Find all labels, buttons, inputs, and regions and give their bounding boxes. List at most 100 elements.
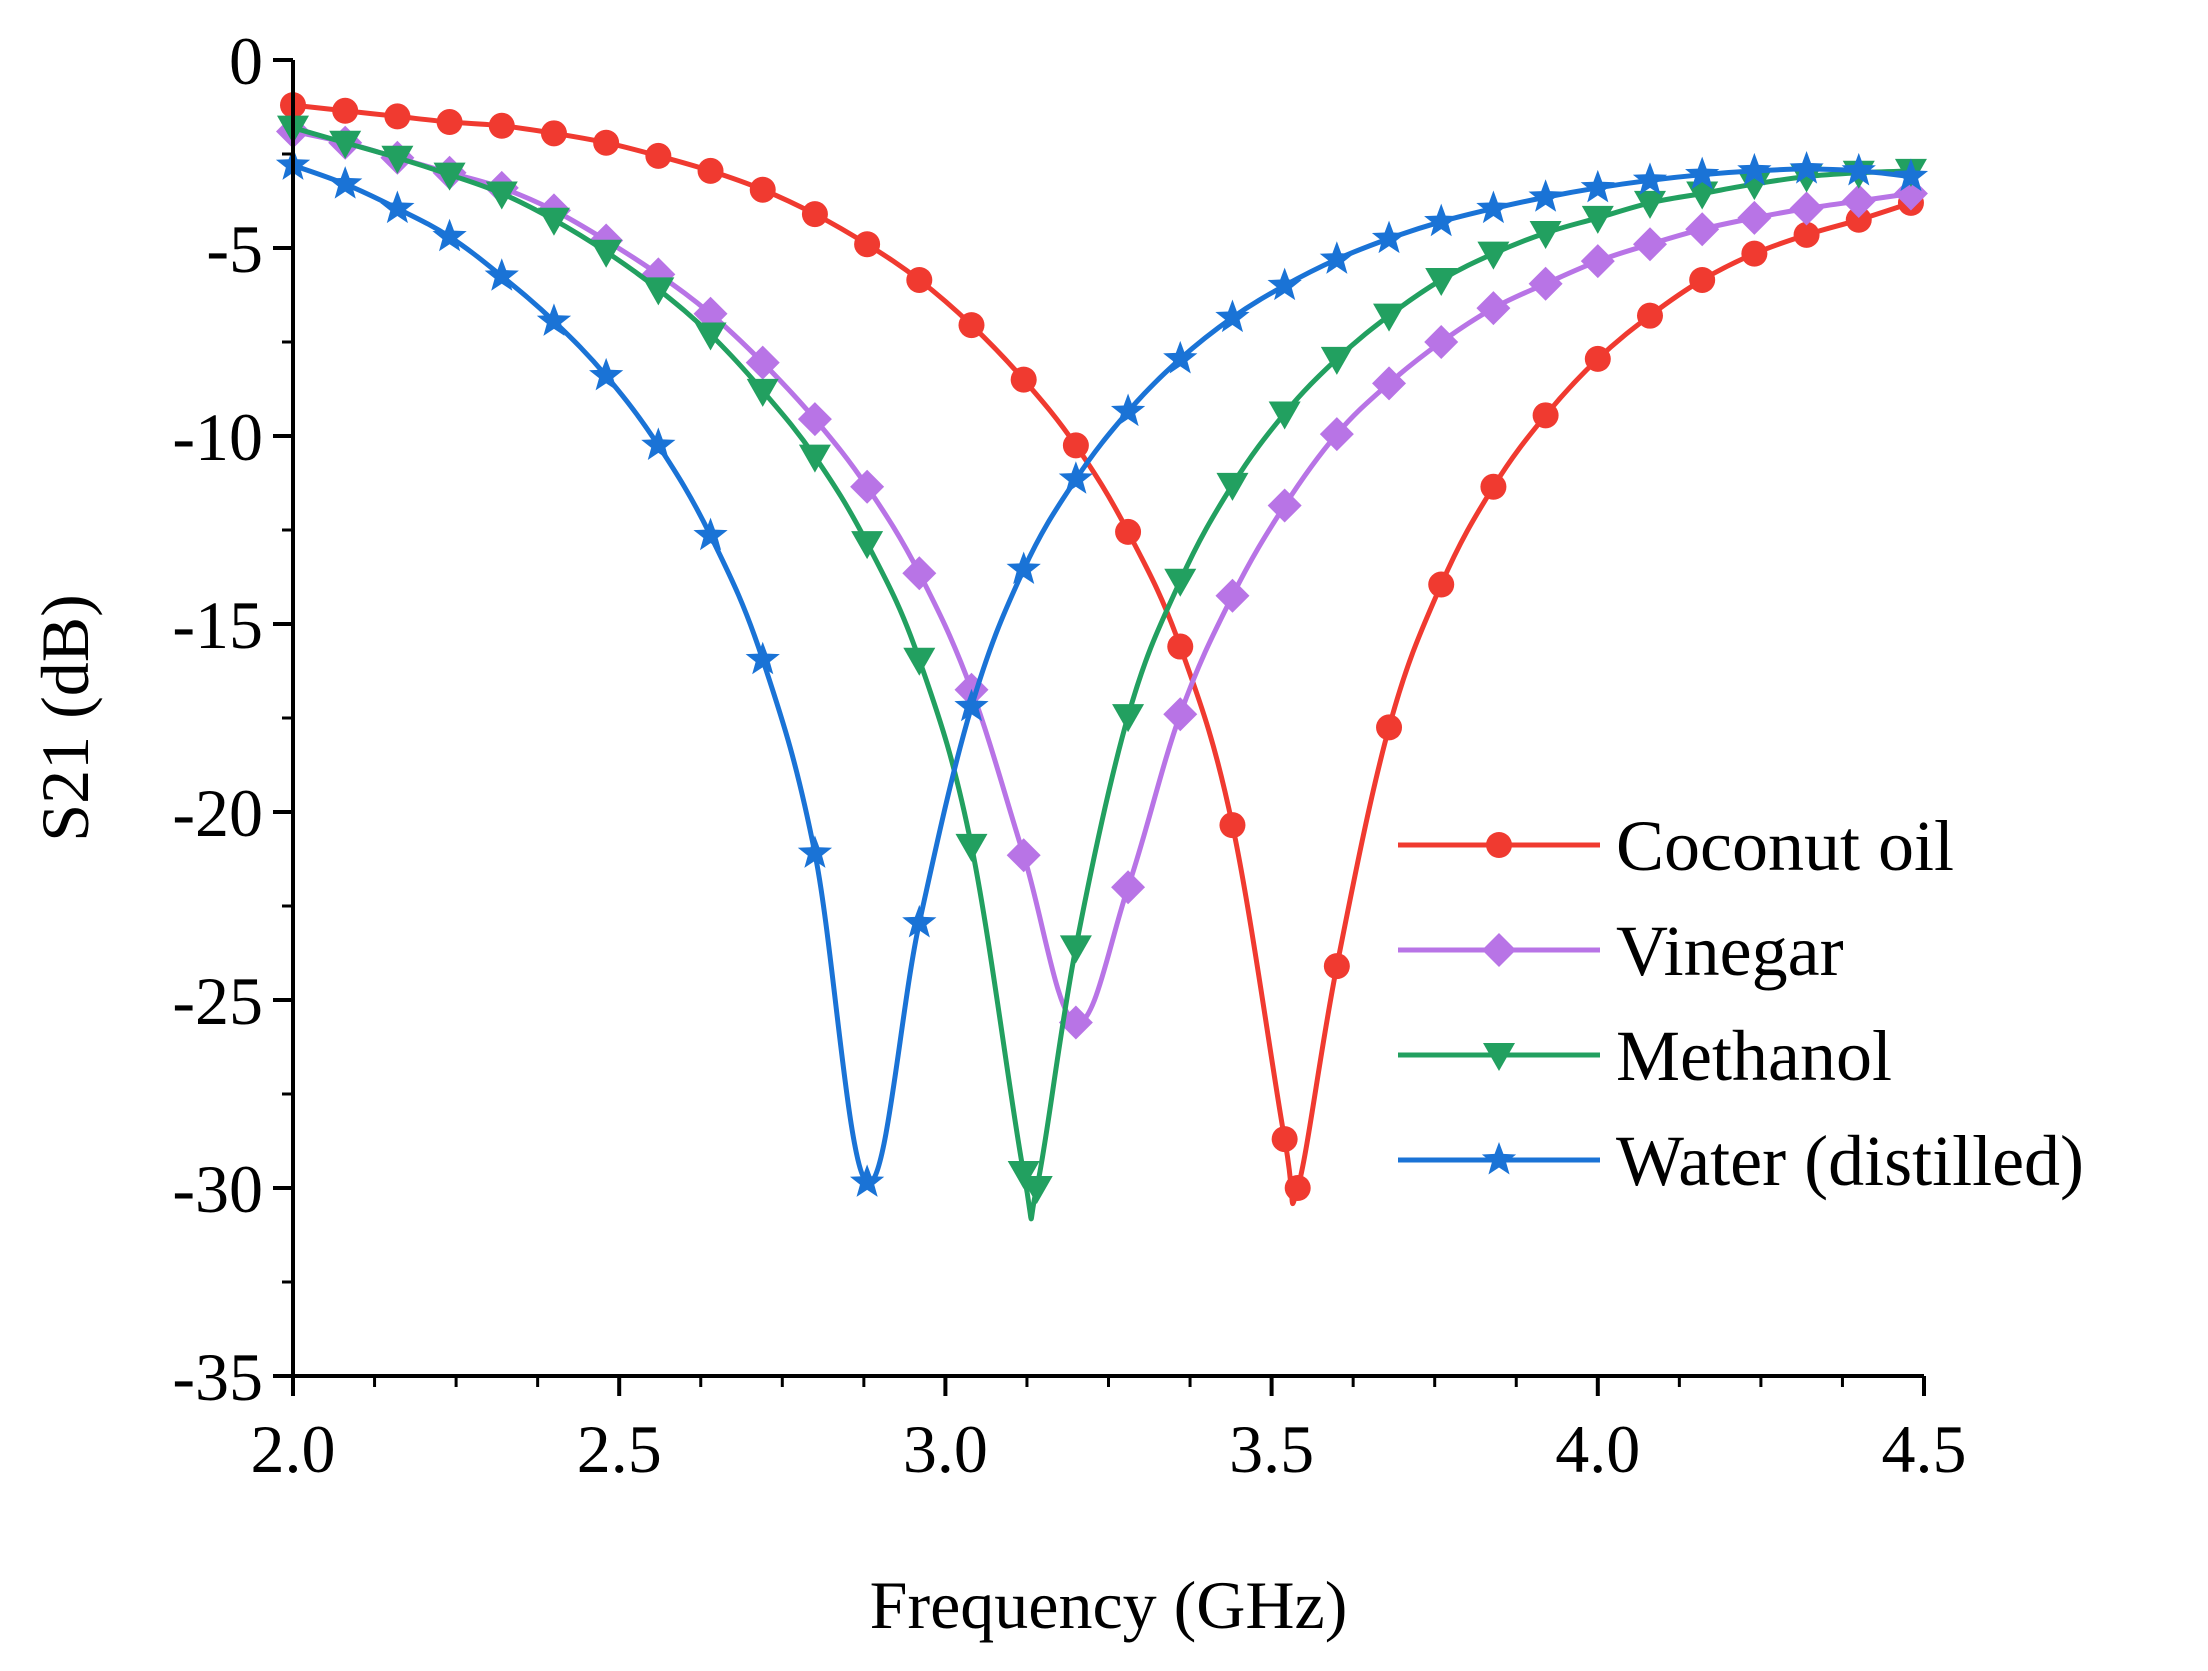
data-point-methanol-18 [1164, 568, 1197, 597]
data-point-water-distilled-26 [1632, 162, 1668, 195]
legend-marker-water-distilled [1481, 1142, 1517, 1175]
data-point-water-distilled-5 [536, 303, 572, 336]
data-point-coconut-oil-13 [958, 312, 985, 339]
x-axis-title: Frequency (GHz) [870, 1567, 1348, 1643]
data-point-water-distilled-19 [1267, 267, 1302, 301]
series-line-vinegar [292, 128, 1912, 1026]
y-tick-label-0: 0 [229, 23, 263, 99]
data-point-water-distilled-1 [328, 166, 363, 199]
data-point-methanol-5 [537, 207, 570, 236]
legend-item-coconut-oil: Coconut oil [1398, 806, 1954, 886]
data-point-vinegar-17 [1163, 697, 1198, 732]
legend-label-methanol: Methanol [1616, 1016, 1892, 1096]
data-point-water-distilled-28 [1737, 152, 1772, 186]
data-point-vinegar-27 [1685, 212, 1720, 247]
data-point-coconut-oil-21 [1323, 953, 1350, 980]
data-point-coconut-oil-29 [1741, 240, 1768, 267]
data-point-water-distilled-25 [1580, 169, 1615, 203]
data-point-vinegar-8 [693, 296, 728, 331]
data-point-water-distilled-10 [797, 835, 833, 868]
data-point-vinegar-26 [1632, 227, 1667, 262]
data-point-coconut-oil-15 [1062, 432, 1089, 459]
series-line-methanol [292, 125, 1912, 1222]
data-point-coconut-oil-12 [906, 266, 933, 293]
data-point-vinegar-21 [1372, 366, 1407, 401]
data-point-coconut-oil-5 [540, 120, 567, 147]
data-point-vinegar-18 [1215, 578, 1250, 613]
data-point-coconut-oil-14 [1010, 366, 1037, 393]
data-point-water-distilled-27 [1685, 156, 1720, 190]
x-tick-label-3: 3.5 [1229, 1411, 1314, 1487]
data-point-water-distilled-22 [1424, 203, 1459, 237]
legend-label-coconut-oil: Coconut oil [1616, 806, 1954, 886]
data-point-coconut-oil-30 [1793, 221, 1820, 248]
legend-label-water-distilled: Water (distilled) [1616, 1121, 2084, 1201]
data-point-vinegar-28 [1737, 200, 1772, 235]
data-point-methanol-27 [1633, 190, 1666, 219]
data-point-methanol-21 [1320, 346, 1353, 375]
data-point-methanol-17 [1112, 704, 1145, 733]
data-point-methanol-13 [955, 833, 988, 862]
x-tick-label-4: 4.0 [1555, 1411, 1640, 1487]
data-point-water-distilled-13 [954, 688, 989, 722]
data-point-coconut-oil-11 [854, 231, 881, 258]
data-point-coconut-oil-23 [1428, 571, 1455, 598]
data-point-coconut-oil-4 [488, 112, 515, 139]
data-point-coconut-oil-1 [332, 97, 359, 124]
x-tick-label-0: 2.0 [251, 1411, 336, 1487]
data-point-water-distilled-16 [1110, 393, 1146, 427]
data-point-water-distilled-2 [380, 190, 415, 224]
legend-marker-methanol [1483, 1043, 1515, 1071]
y-tick-label-6: -30 [172, 1151, 263, 1227]
data-point-methanol-22 [1373, 303, 1406, 332]
data-point-coconut-oil-20 [1284, 1175, 1311, 1201]
data-point-vinegar-22 [1424, 325, 1459, 359]
data-point-methanol-6 [590, 239, 623, 268]
data-point-coconut-oil-19 [1271, 1126, 1298, 1153]
data-point-methanol-12 [903, 647, 936, 676]
data-point-methanol-15 [1020, 1176, 1053, 1204]
y-tick-label-4: -20 [172, 775, 263, 851]
data-point-coconut-oil-2 [384, 103, 411, 130]
legend: Coconut oil Vinegar Methanol Water (distill… [1398, 806, 2084, 1201]
legend-item-vinegar: Vinegar [1398, 911, 1844, 991]
data-point-coconut-oil-18 [1219, 812, 1246, 839]
data-point-coconut-oil-17 [1167, 633, 1194, 660]
legend-marker-coconut-oil [1486, 832, 1512, 858]
y-tick-label-5: -25 [172, 963, 263, 1039]
series-vinegar [276, 114, 1928, 1040]
data-point-vinegar-16 [1111, 870, 1146, 905]
data-point-vinegar-25 [1580, 244, 1615, 279]
axes-layer: 2.0 2.5 3.0 3.5 4.0 4.5 0 -5 -10 -15 -20 -25 -30 -35 F… [27, 23, 1967, 1643]
x-tick-label-5: 4.5 [1882, 1411, 1967, 1487]
y-tick-label-1: -5 [206, 211, 263, 287]
data-point-vinegar-9 [745, 345, 780, 380]
data-point-methanol-2 [381, 145, 414, 174]
x-tick-label-1: 2.5 [577, 1411, 662, 1487]
series-coconut-oil [280, 92, 1924, 1207]
data-point-water-distilled-3 [432, 218, 467, 252]
data-point-methanol-10 [798, 444, 831, 473]
data-point-water-distilled-24 [1528, 179, 1563, 212]
data-point-methanol-8 [694, 322, 727, 351]
data-point-coconut-oil-3 [436, 109, 463, 136]
legend-label-vinegar: Vinegar [1616, 911, 1844, 991]
data-point-water-distilled-31 [1893, 158, 1929, 192]
data-point-water-distilled-4 [484, 258, 519, 291]
data-point-methanol-25 [1529, 220, 1562, 249]
x-tick-label-2: 3.0 [903, 1411, 988, 1487]
data-point-coconut-oil-24 [1480, 473, 1507, 500]
data-point-vinegar-10 [797, 402, 832, 437]
data-point-methanol-19 [1216, 472, 1249, 501]
data-point-vinegar-20 [1319, 417, 1354, 452]
y-tick-label-2: -10 [172, 399, 263, 475]
data-point-vinegar-12 [902, 556, 937, 591]
data-point-coconut-oil-26 [1584, 345, 1611, 372]
data-point-coconut-oil-25 [1532, 402, 1559, 429]
data-point-methanol-7 [642, 277, 675, 306]
data-point-water-distilled-17 [1163, 340, 1198, 374]
legend-item-water-distilled: Water (distilled) [1398, 1121, 2084, 1201]
data-point-water-distilled-9 [745, 641, 780, 675]
